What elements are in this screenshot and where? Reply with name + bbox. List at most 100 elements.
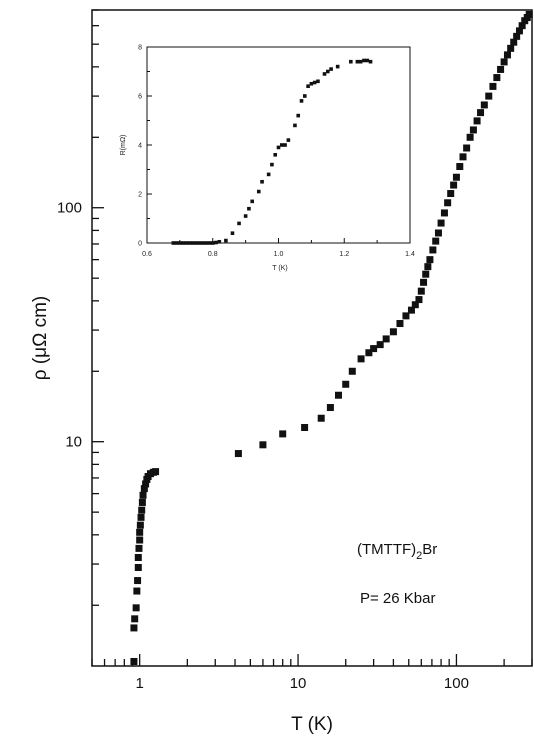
inset-data-point	[349, 59, 353, 64]
main-data-point	[365, 349, 373, 357]
x-tick-label-100: 100	[444, 675, 469, 692]
inset-data-point	[276, 145, 281, 150]
main-data-point	[513, 32, 521, 40]
inset-data-point	[250, 199, 254, 204]
inset-data-point	[214, 240, 218, 245]
main-data-point	[348, 367, 356, 375]
main-data-point	[389, 328, 397, 336]
main-data-point	[142, 480, 150, 488]
inset-y-tick-label-4: 4	[138, 143, 142, 150]
inset-data-point	[256, 189, 261, 194]
inset-data-point	[201, 241, 205, 245]
main-data-point	[500, 58, 508, 66]
main-data-point	[370, 345, 378, 353]
main-data-point	[422, 270, 430, 278]
inset-data-point	[204, 241, 208, 245]
main-data-point	[424, 263, 432, 271]
main-data-point	[131, 615, 139, 623]
inset-y-tick-label-2: 2	[138, 192, 142, 199]
inset-data-point	[181, 241, 185, 245]
inset-data-point	[293, 123, 297, 128]
main-data-point	[134, 563, 142, 571]
inset-data-point	[303, 94, 307, 98]
inset-data-point	[362, 58, 366, 63]
inset-y-tick-label-8: 8	[138, 45, 142, 52]
inset-data-point	[247, 206, 251, 211]
main-data-point	[480, 101, 488, 109]
compound-label: (TMTTF)2Br	[357, 541, 437, 562]
main-data-point	[434, 229, 442, 237]
main-data-point	[136, 528, 144, 536]
main-data-point	[134, 553, 142, 561]
inset-data-point	[329, 67, 333, 71]
inset-data-point	[355, 59, 360, 64]
main-data-point	[497, 65, 505, 73]
main-data-point	[515, 27, 523, 35]
inset-data-point	[224, 238, 228, 243]
main-data-point	[138, 498, 146, 506]
inset-tick-labels: 0.6 0.8 1.0 1.2 1.4 0 2 4 6 8	[138, 45, 415, 259]
inset-data-point	[306, 84, 310, 88]
inset-data-point	[230, 231, 235, 235]
main-data-point	[357, 355, 365, 363]
inset-data-point	[210, 241, 215, 245]
main-data-point	[429, 246, 437, 254]
main-data-point	[477, 109, 485, 117]
inset-data-point	[335, 64, 340, 69]
inset-data-point	[270, 162, 274, 167]
inset-data-point	[184, 241, 189, 245]
inset-data-point	[326, 69, 330, 74]
main-data-point	[452, 173, 460, 181]
main-data-point	[466, 133, 474, 141]
y-axis-title: ρ (μΩ cm)	[30, 296, 51, 381]
main-data-point	[133, 587, 141, 595]
main-data-point	[279, 430, 287, 438]
main-plot-frame	[91, 9, 533, 667]
main-data-point	[493, 74, 501, 82]
inset-x-tick-label-0.6: 0.6	[142, 251, 152, 258]
main-tick-labels: 1 10 100 10 100	[57, 200, 469, 692]
inset-data-point	[283, 143, 287, 147]
main-data-point	[136, 521, 144, 529]
main-data-point	[503, 51, 511, 59]
main-data-point	[411, 301, 419, 309]
main-data-point	[459, 153, 467, 161]
pressure-label: P= 26 Kbar	[360, 590, 435, 607]
main-data-point	[134, 577, 142, 585]
inset-data-point	[174, 241, 179, 245]
main-data-point	[130, 624, 138, 632]
main-data-point	[130, 657, 138, 665]
inset-data-point	[273, 153, 278, 157]
main-data-point	[326, 404, 334, 412]
main-data-point	[473, 117, 481, 125]
inset-data-point	[299, 99, 304, 103]
main-data-point	[342, 380, 350, 388]
y-tick-label-100: 100	[57, 200, 82, 217]
inset-y-tick-label-0: 0	[138, 241, 142, 248]
y-tick-label-10: 10	[65, 434, 82, 451]
main-data-point	[450, 181, 458, 189]
main-data-point	[135, 544, 143, 552]
inset-x-tick-label-1.2: 1.2	[339, 251, 349, 258]
main-data-point	[420, 278, 428, 286]
inset-data-point	[187, 241, 192, 245]
main-data-point	[444, 199, 452, 207]
main-data-point	[259, 441, 267, 449]
inset-data-point	[279, 143, 284, 147]
main-data-point	[417, 287, 425, 295]
inset-data-point	[368, 59, 373, 64]
main-data-point	[426, 256, 434, 264]
main-data-point	[407, 306, 415, 314]
compound-formula-anion: Br	[422, 541, 437, 558]
main-data-point	[402, 312, 410, 320]
inset-data-point	[243, 214, 248, 218]
inset-data-points	[171, 58, 373, 245]
inset-data-point	[171, 241, 176, 245]
main-data-point	[396, 320, 404, 328]
main-data-point	[463, 144, 471, 152]
main-tick-marks	[91, 9, 533, 666]
main-data-point	[132, 604, 140, 612]
main-data-point	[456, 163, 464, 171]
inset-x-tick-label-1.4: 1.4	[405, 251, 415, 258]
